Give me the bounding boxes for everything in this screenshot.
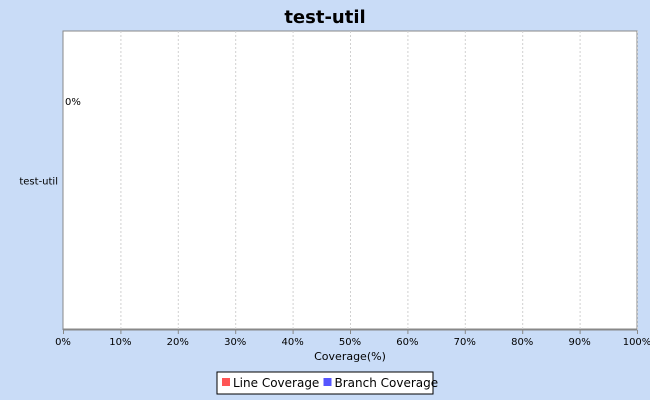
x-tick-label: 90% (568, 337, 590, 348)
data-labels: 0% (65, 97, 81, 108)
data-label: 0% (65, 97, 81, 108)
x-tick-label: 10% (109, 337, 131, 348)
legend-label: Line Coverage (233, 376, 319, 390)
x-tick-label: 70% (454, 337, 476, 348)
grid-lines (120, 31, 638, 330)
x-axis-label: Coverage(%) (314, 350, 386, 363)
y-axis-categories: test-util (19, 177, 58, 188)
legend-swatch-line-coverage (222, 378, 230, 386)
x-tick-label: 100% (623, 337, 650, 348)
x-tick-label: 0% (55, 337, 71, 348)
x-tick-label: 50% (339, 337, 361, 348)
legend-swatch-branch-coverage (323, 378, 332, 386)
chart-title: test-util (284, 7, 365, 28)
x-tick-label: 20% (167, 337, 189, 348)
category-label: test-util (19, 177, 58, 188)
x-axis-ticks: 0% 10% 20% 30% 40% 50% 60% 70% 80% 90% 100% (55, 330, 650, 348)
legend: Line Coverage Branch Coverage (216, 371, 439, 395)
legend-label: Branch Coverage (335, 376, 439, 390)
x-tick-label: 80% (511, 337, 533, 348)
x-tick-label: 60% (396, 337, 418, 348)
x-tick-label: 40% (281, 337, 303, 348)
x-tick-label: 30% (224, 337, 246, 348)
